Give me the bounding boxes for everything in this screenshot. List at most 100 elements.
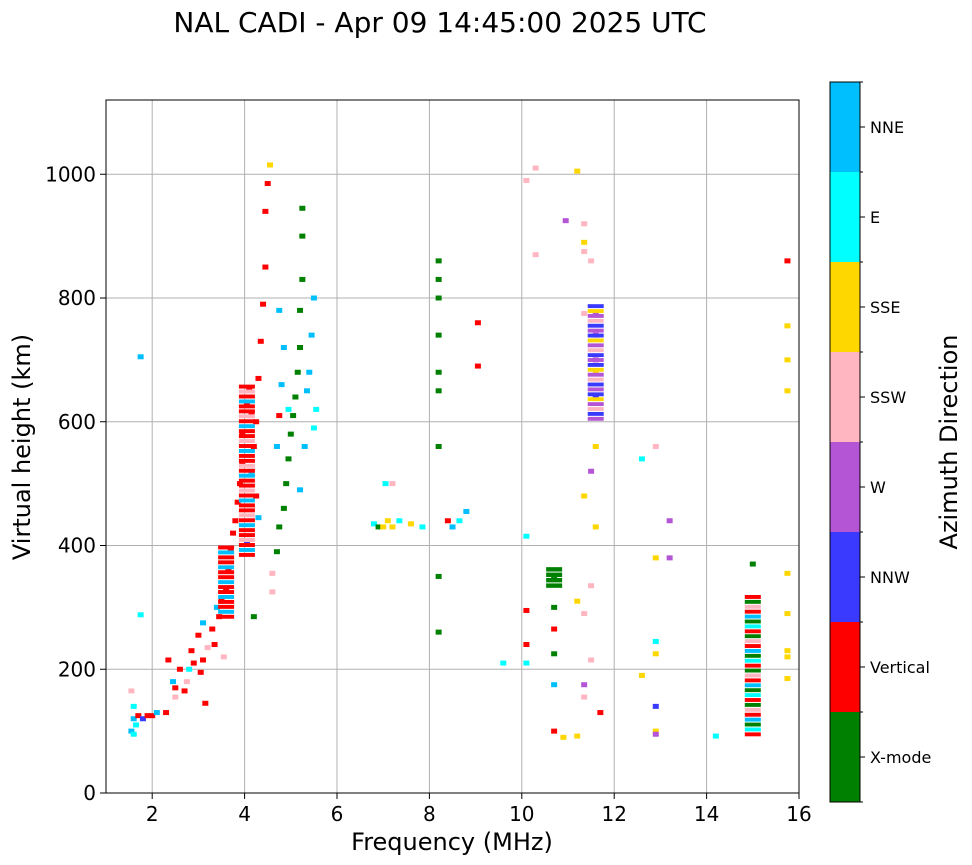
echo-point	[280, 345, 287, 350]
echo-point	[285, 456, 292, 462]
echo-stack-segment	[218, 570, 235, 575]
echo-point	[278, 382, 285, 388]
echo-point	[551, 728, 558, 734]
colorbar-segment-vertical	[830, 622, 860, 712]
echo-point	[581, 682, 588, 688]
echo-point	[190, 660, 197, 666]
echo-point	[165, 657, 172, 663]
echo-point	[267, 162, 274, 168]
echo-point	[784, 570, 791, 576]
echo-stack-segment	[587, 377, 604, 382]
echo-point	[181, 688, 188, 694]
echo-point	[551, 651, 558, 657]
echo-point	[784, 323, 791, 329]
echo-point	[551, 626, 558, 632]
echo-point	[784, 654, 791, 660]
colorbar-segment-nne	[830, 82, 860, 172]
echo-point	[435, 388, 442, 394]
echo-point	[139, 716, 146, 722]
echo-point	[200, 657, 207, 663]
echo-point	[523, 533, 530, 539]
x-tick-label: 12	[601, 802, 626, 826]
echo-point	[749, 561, 756, 567]
echo-point	[144, 713, 151, 719]
echo-stack-segment	[238, 444, 255, 448]
echo-point	[255, 515, 262, 521]
echo-stack-segment	[238, 434, 255, 439]
echo-stack-segment	[238, 503, 255, 508]
echo-point	[285, 406, 292, 412]
plot-frame	[105, 99, 800, 794]
echo-point	[652, 651, 659, 657]
echo-point	[532, 252, 539, 258]
y-tick-label: 800	[58, 286, 96, 310]
echo-point	[784, 676, 791, 682]
echo-stack-segment	[218, 599, 235, 604]
colorbar-label-ssw: SSW	[870, 388, 906, 407]
echo-stack-segment	[587, 397, 604, 402]
echo-stack-segment	[587, 402, 604, 407]
colorbar-segment-sse	[830, 262, 860, 352]
echo-point	[551, 604, 558, 610]
echo-stack-segment	[744, 609, 761, 614]
echo-point	[202, 700, 209, 706]
echo-point	[169, 679, 176, 685]
echo-point	[419, 524, 426, 530]
echo-stack-segment	[744, 732, 761, 737]
echo-point	[389, 481, 396, 487]
x-tick-label: 16	[786, 802, 811, 826]
echo-point	[435, 295, 442, 301]
echo-point	[652, 555, 659, 561]
echo-point	[135, 713, 142, 719]
echo-stack-segment	[238, 414, 255, 419]
echo-stack-segment	[744, 658, 761, 663]
echo-stack-segment	[587, 382, 604, 387]
echo-stack-segment	[744, 639, 761, 644]
echo-point	[652, 703, 659, 709]
echo-stack-segment	[238, 389, 255, 394]
echo-stack-segment	[587, 328, 604, 333]
echo-stack-segment	[744, 693, 761, 698]
grid-layer	[106, 100, 800, 794]
echo-stack-segment	[744, 722, 761, 727]
echo-point	[592, 444, 599, 449]
echo-point	[784, 611, 791, 617]
echo-stack-segment	[218, 565, 235, 570]
echo-stack-segment	[218, 585, 235, 590]
echo-stack-segment	[238, 518, 255, 523]
echo-stack-segment	[238, 424, 255, 429]
echo-stack-segment	[218, 580, 235, 585]
echo-point	[280, 505, 287, 511]
echo-point	[297, 307, 304, 313]
echo-point	[269, 570, 276, 576]
echo-stack-segment	[587, 304, 604, 309]
echo-point	[523, 607, 530, 613]
echo-point	[299, 276, 306, 282]
echo-stack-segment	[744, 712, 761, 717]
echo-point	[303, 388, 310, 394]
echo-point	[299, 205, 306, 211]
echo-stack-segment	[238, 453, 255, 458]
y-tick-label: 400	[58, 534, 96, 558]
echo-point	[149, 713, 156, 719]
echo-stack-segment	[218, 604, 235, 609]
echo-point	[130, 716, 137, 722]
echo-stack-segment	[238, 538, 255, 543]
echo-point	[581, 249, 588, 255]
echo-point	[407, 521, 414, 527]
echo-point	[784, 258, 791, 264]
y-tick-label: 1000	[45, 162, 96, 186]
echo-point	[435, 258, 442, 264]
echo-point	[297, 487, 304, 493]
echo-point	[574, 598, 581, 604]
echo-stack-segment	[238, 488, 255, 493]
colorbar-segment-e	[830, 172, 860, 262]
echo-point	[257, 338, 264, 344]
echo-stack-segment	[587, 367, 604, 372]
colorbar-segment-x-mode	[830, 712, 860, 802]
echo-stack-segment	[218, 575, 235, 580]
echo-stack-segment	[218, 545, 235, 550]
echo-point	[200, 620, 207, 626]
echo-point	[666, 555, 673, 561]
echo-point	[638, 672, 645, 678]
